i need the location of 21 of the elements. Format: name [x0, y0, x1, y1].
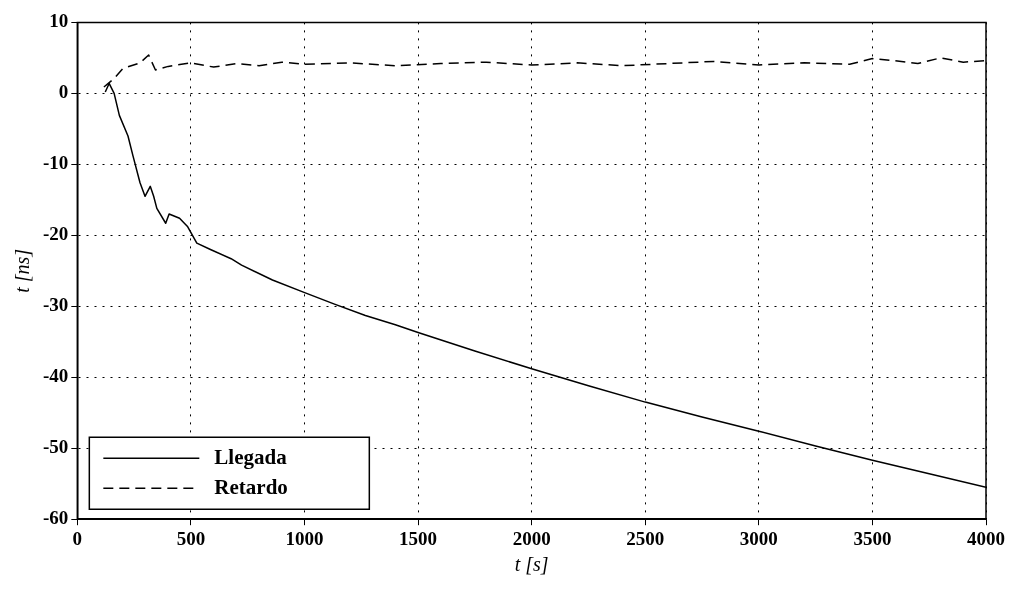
y-tick-label: 0	[58, 81, 69, 103]
y-tick-label: -40	[43, 365, 69, 387]
x-tick-label: 1500	[399, 527, 438, 549]
x-tick-label: 0	[72, 527, 83, 549]
legend-label: Llegada	[214, 444, 288, 469]
y-tick-label: -20	[43, 223, 69, 245]
x-tick-label: 2500	[626, 527, 665, 549]
y-tick-label: -50	[43, 436, 69, 458]
x-tick-label: 2000	[512, 527, 551, 549]
y-tick-label: -30	[43, 294, 69, 316]
x-axis-title: t [s]	[514, 553, 549, 576]
y-tick-label: -10	[43, 152, 69, 174]
x-tick-label: 1000	[285, 527, 324, 549]
legend-label: Retardo	[214, 474, 288, 499]
x-tick-label: 3500	[853, 527, 892, 549]
y-axis-title: t [ns]	[11, 248, 34, 293]
x-tick-label: 3000	[739, 527, 778, 549]
y-tick-label: -60	[43, 507, 69, 529]
y-tick-label: 10	[49, 10, 69, 32]
x-tick-label: 4000	[967, 527, 1005, 549]
x-tick-label: 500	[176, 527, 206, 549]
